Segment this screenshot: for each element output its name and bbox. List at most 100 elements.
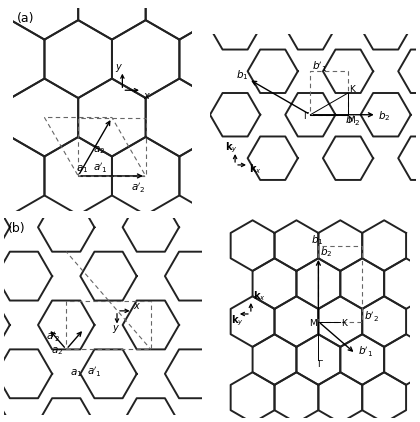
Polygon shape: [231, 220, 275, 271]
Text: $\mathbf{\mathit{b}}_1$: $\mathbf{\mathit{b}}_1$: [236, 68, 249, 81]
Polygon shape: [179, 20, 247, 98]
Polygon shape: [179, 137, 247, 215]
Polygon shape: [285, 93, 336, 136]
Text: $\Gamma$: $\Gamma$: [317, 358, 324, 369]
Text: (b): (b): [8, 222, 26, 235]
Polygon shape: [0, 252, 52, 300]
Text: (a): (a): [17, 13, 34, 25]
Polygon shape: [398, 49, 420, 93]
Polygon shape: [340, 334, 384, 385]
Polygon shape: [11, 0, 78, 40]
Polygon shape: [0, 349, 52, 398]
Polygon shape: [318, 372, 362, 422]
Text: $\mathbf{\mathit{b}}_2$: $\mathbf{\mathit{b}}_2$: [378, 109, 391, 123]
Polygon shape: [0, 300, 10, 349]
Polygon shape: [112, 137, 179, 215]
Polygon shape: [362, 296, 406, 347]
Polygon shape: [123, 203, 179, 252]
Polygon shape: [146, 0, 213, 40]
Text: $x$: $x$: [133, 301, 141, 311]
Polygon shape: [11, 78, 78, 157]
Polygon shape: [38, 300, 94, 349]
Text: $\mathbf{k}_x$: $\mathbf{k}_x$: [253, 289, 265, 303]
Polygon shape: [45, 20, 112, 98]
Polygon shape: [248, 136, 298, 180]
Polygon shape: [275, 220, 318, 271]
Polygon shape: [80, 252, 137, 300]
Polygon shape: [38, 398, 94, 422]
Text: $\mathbf{\mathit{a}}_1$: $\mathbf{\mathit{a}}_1$: [76, 163, 89, 175]
Polygon shape: [207, 203, 264, 252]
Polygon shape: [80, 349, 137, 398]
Polygon shape: [362, 220, 406, 271]
Text: $\mathbf{\mathit{b}}'_1$: $\mathbf{\mathit{b}}'_1$: [358, 345, 373, 359]
Polygon shape: [78, 0, 146, 40]
Text: $\mathbf{\mathit{a}}_2$: $\mathbf{\mathit{a}}_2$: [51, 345, 63, 357]
Polygon shape: [165, 252, 221, 300]
Polygon shape: [275, 296, 318, 347]
Text: $\mathbf{\mathit{a}}'_2$: $\mathbf{\mathit{a}}'_2$: [131, 180, 145, 195]
Polygon shape: [0, 398, 10, 422]
Polygon shape: [207, 300, 264, 349]
Polygon shape: [252, 258, 297, 309]
Text: $x$: $x$: [143, 91, 151, 101]
Text: K: K: [341, 319, 347, 328]
Text: $\mathbf{k}_x$: $\mathbf{k}_x$: [249, 162, 262, 176]
Polygon shape: [123, 398, 179, 422]
Polygon shape: [297, 334, 340, 385]
Polygon shape: [318, 220, 362, 271]
Polygon shape: [45, 137, 112, 215]
Polygon shape: [323, 136, 373, 180]
Text: $\mathbf{k}_y$: $\mathbf{k}_y$: [231, 313, 243, 327]
Polygon shape: [323, 49, 373, 93]
Polygon shape: [0, 137, 45, 215]
Text: $\mathbf{\mathit{a}}_1$: $\mathbf{\mathit{a}}_1$: [71, 367, 83, 379]
Text: $\mathbf{\mathit{b}}'_2$: $\mathbf{\mathit{b}}'_2$: [364, 310, 379, 324]
Text: $\mathbf{\mathit{a}}'_1$: $\mathbf{\mathit{a}}'_1$: [93, 161, 108, 175]
Polygon shape: [0, 203, 10, 252]
Text: $y$: $y$: [116, 62, 123, 73]
Polygon shape: [249, 252, 306, 300]
Polygon shape: [248, 49, 298, 93]
Polygon shape: [207, 398, 264, 422]
Polygon shape: [249, 349, 306, 398]
Text: $\mathbf{\mathit{a}}_2$: $\mathbf{\mathit{a}}_2$: [93, 144, 105, 156]
Polygon shape: [231, 372, 275, 422]
Text: $\mathbf{\mathit{b}}_1$: $\mathbf{\mathit{b}}_1$: [311, 233, 323, 247]
Polygon shape: [297, 258, 340, 309]
Polygon shape: [340, 258, 384, 309]
Polygon shape: [384, 258, 420, 309]
Text: K: K: [349, 85, 355, 94]
Polygon shape: [398, 136, 420, 180]
Polygon shape: [210, 93, 260, 136]
Polygon shape: [275, 372, 318, 422]
Polygon shape: [252, 334, 297, 385]
Polygon shape: [146, 78, 213, 157]
Text: $\mathbf{k}_y$: $\mathbf{k}_y$: [225, 141, 237, 155]
Text: $\mathbf{\mathit{b}}'_1$: $\mathbf{\mathit{b}}'_1$: [312, 60, 327, 74]
Polygon shape: [384, 334, 420, 385]
Polygon shape: [361, 6, 411, 49]
Polygon shape: [362, 372, 406, 422]
Polygon shape: [210, 6, 260, 49]
Text: $\mathbf{\mathit{a}}'_1$: $\mathbf{\mathit{a}}'_1$: [87, 365, 102, 379]
Polygon shape: [123, 300, 179, 349]
Polygon shape: [0, 0, 11, 40]
Text: M: M: [347, 116, 354, 125]
Polygon shape: [38, 203, 94, 252]
Polygon shape: [0, 78, 11, 157]
Polygon shape: [0, 20, 45, 98]
Polygon shape: [78, 78, 146, 157]
Text: $\mathbf{\mathit{a}}'_2$: $\mathbf{\mathit{a}}'_2$: [46, 330, 60, 344]
Text: $\mathbf{\mathit{b}}_2$: $\mathbf{\mathit{b}}_2$: [320, 245, 333, 259]
Text: $y$: $y$: [112, 323, 120, 335]
Polygon shape: [112, 20, 179, 98]
Polygon shape: [361, 93, 411, 136]
Polygon shape: [231, 296, 275, 347]
Text: M: M: [309, 319, 317, 328]
Text: $\mathbf{\mathit{b}}'_2$: $\mathbf{\mathit{b}}'_2$: [345, 114, 360, 128]
Text: $\Gamma$: $\Gamma$: [303, 109, 310, 121]
Polygon shape: [318, 296, 362, 347]
Polygon shape: [165, 349, 221, 398]
Polygon shape: [285, 6, 336, 49]
